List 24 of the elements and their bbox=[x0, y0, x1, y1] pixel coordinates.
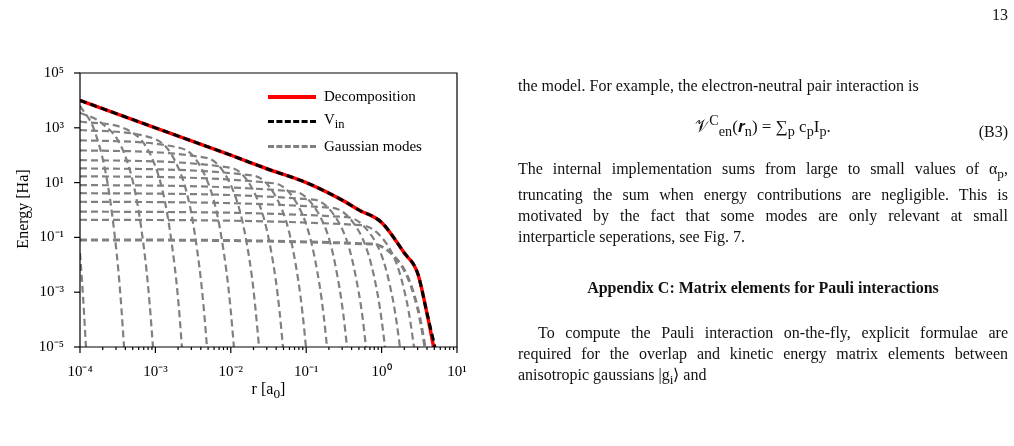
y-axis-title: Energy [Ha] bbox=[14, 168, 32, 251]
text: 13 bbox=[991, 5, 1008, 25]
text: 𝒱$^{C}$$_{en}$(𝒓$_{n}$) = ∑$_{p}$ c$_{p}$I$_{p}$. bbox=[695, 112, 831, 140]
text: The internal implementation sums from large to small values of α$_{p}$, truncating the sum when energy contributions are negligible. This is motivated by the fact that some modes are only relevant at small interparticle seperations, see Fig. 7. bbox=[518, 159, 1008, 248]
legend-label: Gaussian modes bbox=[324, 138, 422, 155]
x-axis-title: r [a$_{0}$] bbox=[250, 380, 287, 403]
legend-label: V$_{in}$ bbox=[324, 111, 345, 132]
x-tick-label: 10⁻¹ bbox=[293, 362, 319, 379]
x-tick-label: 10¹ bbox=[447, 362, 467, 379]
legend-label: Decomposition bbox=[324, 88, 416, 105]
text: Appendix C: Matrix elements for Pauli interactions bbox=[586, 278, 940, 299]
text: the model. For example, the electron-neutral pair interaction is bbox=[518, 76, 920, 96]
y-tick-label: 10¹ bbox=[44, 173, 64, 190]
text: (B3) bbox=[978, 123, 1008, 141]
x-tick-label: 10⁻² bbox=[218, 362, 244, 379]
text: To compute the Pauli interaction on-the-fly, explicit formulae are required for the overlap and kinetic energy matrix elements between anisotropic gaussians |g$_{i}$⟩ and bbox=[518, 323, 1008, 390]
y-tick-label: 10⁻⁵ bbox=[38, 337, 64, 354]
x-tick-label: 10⁰ bbox=[371, 362, 392, 379]
y-tick-label: 10³ bbox=[44, 118, 65, 135]
y-tick-label: 10⁻¹ bbox=[39, 228, 64, 245]
x-tick-label: 10⁻³ bbox=[143, 362, 169, 379]
y-tick-label: 10⁵ bbox=[43, 63, 64, 80]
y-tick-label: 10⁻³ bbox=[39, 283, 65, 300]
x-tick-label: 10⁻⁴ bbox=[67, 362, 93, 379]
